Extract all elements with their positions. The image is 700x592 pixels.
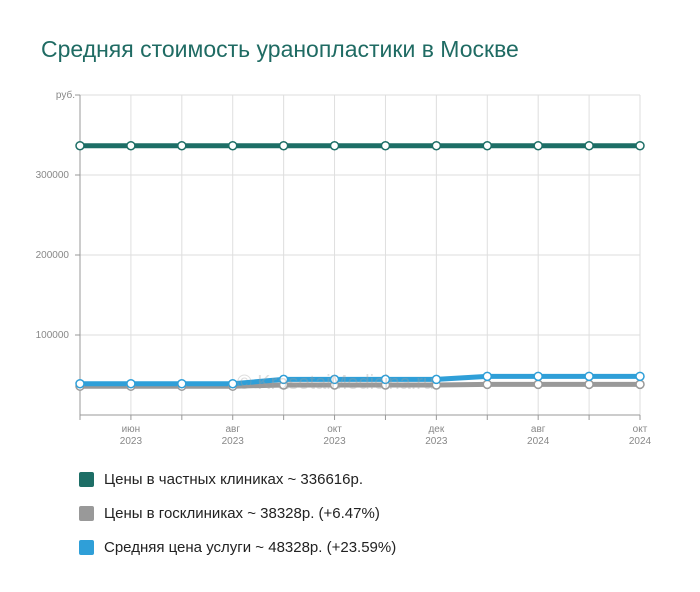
y-axis-unit-label: руб. — [56, 89, 75, 101]
series-point-2 — [227, 378, 238, 389]
series-point-0 — [482, 140, 493, 151]
series-point-2 — [278, 374, 289, 385]
x-tick-label-year: 2023 — [323, 436, 346, 447]
series-point-2 — [177, 378, 187, 389]
legend-label-state: Цены в госклиниках ~ 38328р. (+6.47%) — [104, 504, 380, 522]
series-point-2 — [635, 371, 645, 382]
series-point-0 — [533, 140, 543, 151]
legend-swatch-average — [79, 539, 94, 555]
series-point-2 — [431, 374, 442, 385]
series-point-2 — [75, 378, 85, 389]
legend: Цены в частных клиниках ~ 336616р. Цены … — [79, 462, 396, 564]
legend-item-private[interactable]: Цены в частных клиниках ~ 336616р. — [79, 462, 396, 496]
legend-swatch-state — [79, 505, 94, 521]
series-point-1 — [533, 379, 543, 390]
x-tick-label-month: дек — [428, 424, 444, 435]
chart-title: Средняя стоимость уранопластики в Москве — [41, 36, 519, 62]
series-point-0 — [431, 140, 442, 151]
legend-label-average: Средняя цена услуги ~ 48328р. (+23.59%) — [104, 538, 397, 556]
watermark: © KrasotaiMedicina.ru — [237, 372, 435, 394]
legend-swatch-private — [79, 471, 94, 487]
x-tick-label-month: окт — [633, 424, 648, 435]
series-point-0 — [278, 140, 289, 151]
y-tick-label: 300000 — [36, 170, 70, 181]
series-point-2 — [380, 374, 391, 385]
series-point-2 — [533, 371, 543, 382]
y-tick-label: 200000 — [36, 250, 70, 261]
series-point-0 — [635, 140, 645, 151]
series-point-2 — [482, 371, 493, 382]
series-point-2 — [584, 371, 594, 382]
series-point-0 — [227, 140, 238, 151]
y-tick-label: 100000 — [36, 330, 70, 341]
x-tick-label-month: авг — [225, 424, 240, 435]
series-point-1 — [482, 379, 493, 390]
x-tick-label-year: 2024 — [527, 436, 550, 447]
series-point-0 — [380, 140, 391, 151]
x-tick-label-year: 2023 — [120, 436, 143, 447]
x-tick-label-year: 2023 — [222, 436, 245, 447]
series-point-0 — [75, 140, 85, 151]
series-line-2 — [77, 373, 643, 387]
legend-label-private: Цены в частных клиниках ~ 336616р. — [104, 470, 363, 488]
x-tick-label-year: 2024 — [629, 436, 652, 447]
series-point-1 — [584, 379, 594, 390]
series-point-2 — [329, 374, 340, 385]
series-point-1 — [635, 379, 645, 390]
x-tick-label-month: июн — [122, 424, 141, 435]
series-point-0 — [126, 140, 136, 151]
series-point-2 — [126, 378, 136, 389]
x-tick-label-year: 2023 — [425, 436, 448, 447]
legend-item-average[interactable]: Средняя цена услуги ~ 48328р. (+23.59%) — [79, 530, 396, 564]
x-tick-label-month: авг — [531, 424, 546, 435]
series-point-0 — [584, 140, 594, 151]
x-tick-label-month: окт — [327, 424, 342, 435]
series-point-0 — [329, 140, 340, 151]
legend-item-state[interactable]: Цены в госклиниках ~ 38328р. (+6.47%) — [79, 496, 396, 530]
series-point-0 — [177, 140, 187, 151]
